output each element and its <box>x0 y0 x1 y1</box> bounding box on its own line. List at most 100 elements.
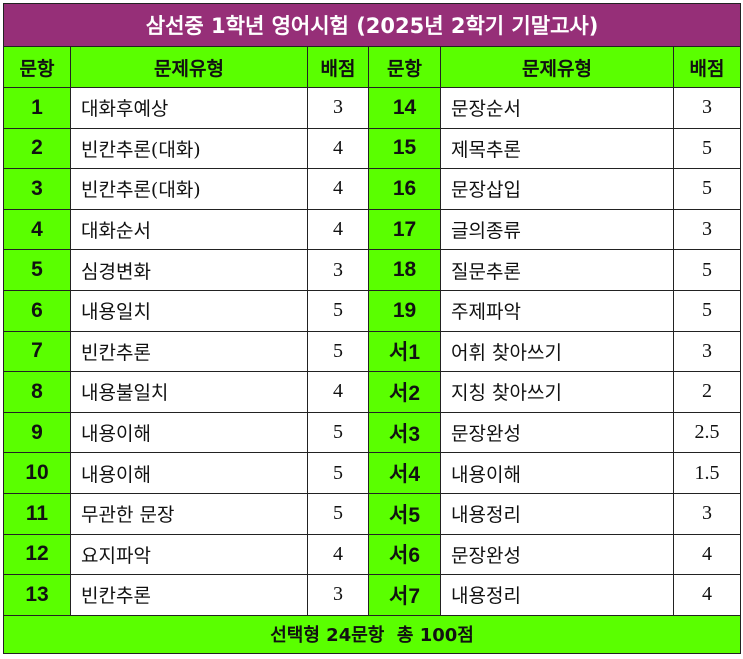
question-type: 주제파악 <box>440 289 674 332</box>
question-score: 4 <box>672 574 742 616</box>
question-score: 5 <box>307 411 369 454</box>
question-score: 5 <box>307 289 369 332</box>
question-type: 빈칸추론 <box>70 574 308 616</box>
table-row: 4 대화순서 4 17 글의종류 3 <box>3 208 742 251</box>
table-row: 12 요지파악 4 서6 문장완성 4 <box>3 533 742 576</box>
question-number: 14 <box>368 87 441 129</box>
question-score: 4 <box>307 533 369 576</box>
table-footer: 선택형 24문항 총 100점 <box>2 614 742 654</box>
header-type: 문제유형 <box>440 46 674 88</box>
table-row: 11 무관한 문장 5 서5 내용정리 3 <box>3 492 742 535</box>
question-score: 5 <box>307 492 369 535</box>
question-score: 1.5 <box>672 452 742 494</box>
header-num: 문항 <box>368 46 441 88</box>
question-number: 5 <box>3 249 71 291</box>
question-type: 글의종류 <box>440 208 674 251</box>
question-number: 18 <box>368 249 441 291</box>
question-score: 3 <box>672 87 742 129</box>
header-type: 문제유형 <box>70 46 308 88</box>
question-score: 4 <box>307 371 369 413</box>
question-type: 내용정리 <box>440 492 674 535</box>
question-score: 2.5 <box>672 411 742 454</box>
question-score: 3 <box>672 208 742 251</box>
question-number: 서1 <box>368 330 441 373</box>
question-score: 5 <box>672 168 742 210</box>
question-type: 대화후예상 <box>70 87 308 129</box>
question-type: 무관한 문장 <box>70 492 308 535</box>
question-score: 5 <box>672 249 742 291</box>
question-type: 대화순서 <box>70 208 308 251</box>
question-score: 3 <box>307 87 369 129</box>
table-row: 10 내용이해 5 서4 내용이해 1.5 <box>3 452 742 494</box>
question-score: 3 <box>672 492 742 535</box>
question-type: 문장완성 <box>440 411 674 454</box>
table-row: 8 내용불일치 4 서2 지칭 찾아쓰기 2 <box>3 371 742 413</box>
header-score: 배점 <box>672 46 742 88</box>
question-type: 문장순서 <box>440 87 674 129</box>
header-num: 문항 <box>3 46 71 88</box>
question-number: 8 <box>3 371 71 413</box>
question-score: 4 <box>307 208 369 251</box>
question-type: 내용정리 <box>440 574 674 616</box>
question-score: 5 <box>672 127 742 170</box>
question-type: 지칭 찾아쓰기 <box>440 371 674 413</box>
question-number: 17 <box>368 208 441 251</box>
exam-table: 삼선중 1학년 영어시험 (2025년 2학기 기말고사) 문항 문제유형 배점… <box>2 3 742 654</box>
question-type: 심경변화 <box>70 249 308 291</box>
question-number: 10 <box>3 452 71 494</box>
question-number: 3 <box>3 168 71 210</box>
question-type: 제목추론 <box>440 127 674 170</box>
question-score: 5 <box>307 330 369 373</box>
question-number: 서2 <box>368 371 441 413</box>
question-score: 4 <box>307 127 369 170</box>
question-number: 19 <box>368 289 441 332</box>
table-row: 1 대화후예상 3 14 문장순서 3 <box>3 87 742 129</box>
question-number: 서4 <box>368 452 441 494</box>
question-type: 문장삽입 <box>440 168 674 210</box>
question-number: 서5 <box>368 492 441 535</box>
question-score: 4 <box>307 168 369 210</box>
table-row: 5 심경변화 3 18 질문추론 5 <box>3 249 742 291</box>
question-type: 빈칸추론 <box>70 330 308 373</box>
question-type: 빈칸추론(대화) <box>70 127 308 170</box>
question-type: 질문추론 <box>440 249 674 291</box>
question-number: 15 <box>368 127 441 170</box>
question-score: 3 <box>307 574 369 616</box>
question-type: 내용불일치 <box>70 371 308 413</box>
question-number: 12 <box>3 533 71 576</box>
question-score: 3 <box>307 249 369 291</box>
question-score: 4 <box>672 533 742 576</box>
table-row: 3 빈칸추론(대화) 4 16 문장삽입 5 <box>3 168 742 210</box>
question-type: 요지파악 <box>70 533 308 576</box>
question-number: 6 <box>3 289 71 332</box>
question-number: 서3 <box>368 411 441 454</box>
table-row: 13 빈칸추론 3 서7 내용정리 4 <box>3 574 742 616</box>
question-type: 빈칸추론(대화) <box>70 168 308 210</box>
question-number: 7 <box>3 330 71 373</box>
question-type: 내용이해 <box>70 452 308 494</box>
question-number: 4 <box>3 208 71 251</box>
question-type: 어휘 찾아쓰기 <box>440 330 674 373</box>
question-number: 서7 <box>368 574 441 616</box>
question-number: 13 <box>3 574 71 616</box>
question-score: 5 <box>307 452 369 494</box>
table-row: 9 내용이해 5 서3 문장완성 2.5 <box>3 411 742 454</box>
table-row: 7 빈칸추론 5 서1 어휘 찾아쓰기 3 <box>3 330 742 373</box>
question-score: 2 <box>672 371 742 413</box>
question-number: 11 <box>3 492 71 535</box>
question-number: 서6 <box>368 533 441 576</box>
question-type: 내용이해 <box>70 411 308 454</box>
table-title: 삼선중 1학년 영어시험 (2025년 2학기 기말고사) <box>2 3 742 47</box>
question-score: 3 <box>672 330 742 373</box>
header-score: 배점 <box>307 46 369 88</box>
question-score: 5 <box>672 289 742 332</box>
question-number: 2 <box>3 127 71 170</box>
table-row: 2 빈칸추론(대화) 4 15 제목추론 5 <box>3 127 742 170</box>
question-number: 9 <box>3 411 71 454</box>
table-row: 6 내용일치 5 19 주제파악 5 <box>3 289 742 332</box>
question-number: 1 <box>3 87 71 129</box>
question-type: 문장완성 <box>440 533 674 576</box>
question-type: 내용이해 <box>440 452 674 494</box>
question-number: 16 <box>368 168 441 210</box>
question-type: 내용일치 <box>70 289 308 332</box>
